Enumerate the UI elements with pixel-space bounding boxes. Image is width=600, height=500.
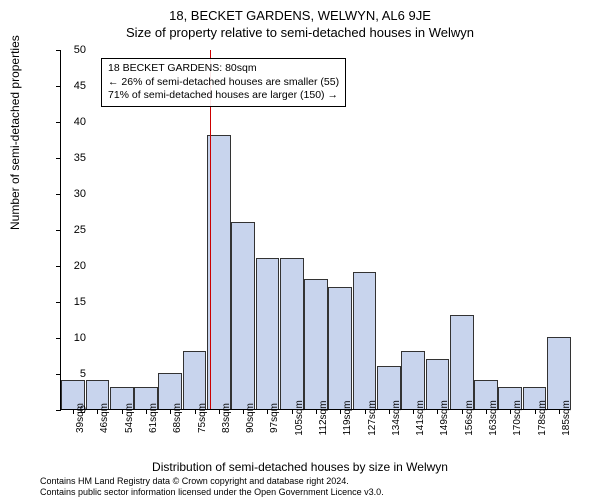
x-tick-label: 170sqm	[512, 400, 523, 436]
histogram-bar	[547, 337, 571, 409]
x-axis-label: Distribution of semi-detached houses by …	[0, 460, 600, 474]
annotation-line1: 18 BECKET GARDENS: 80sqm	[108, 62, 339, 76]
x-tick	[122, 409, 123, 414]
x-tick-label: 90sqm	[245, 403, 256, 433]
x-tick	[292, 409, 293, 414]
chart-container: 18, BECKET GARDENS, WELWYN, AL6 9JE Size…	[0, 0, 600, 500]
x-tick-label: 149sqm	[439, 400, 450, 436]
histogram-bar	[231, 222, 255, 409]
x-tick	[486, 409, 487, 414]
x-tick	[389, 409, 390, 414]
x-tick	[243, 409, 244, 414]
y-axis-label: Number of semi-detached properties	[8, 35, 22, 230]
chart-title-sub: Size of property relative to semi-detach…	[0, 23, 600, 40]
x-tick-label: 46sqm	[99, 403, 110, 433]
annotation-line3: 71% of semi-detached houses are larger (…	[108, 89, 339, 103]
x-tick	[365, 409, 366, 414]
annotation-box: 18 BECKET GARDENS: 80sqm ← 26% of semi-d…	[101, 58, 346, 107]
chart-title-main: 18, BECKET GARDENS, WELWYN, AL6 9JE	[0, 0, 600, 23]
x-tick-label: 134sqm	[391, 400, 402, 436]
histogram-bar	[304, 279, 328, 409]
y-tick-label: 30	[56, 188, 86, 200]
footer-line2: Contains public sector information licen…	[40, 487, 384, 498]
annotation-line2: ← 26% of semi-detached houses are smalle…	[108, 76, 339, 90]
x-tick	[146, 409, 147, 414]
histogram-bar	[280, 258, 304, 409]
x-tick	[535, 409, 536, 414]
y-tick-label: 10	[56, 332, 86, 344]
x-tick-label: 112sqm	[318, 401, 329, 436]
histogram-bar	[450, 315, 474, 409]
x-tick-label: 178sqm	[537, 400, 548, 436]
y-tick-label: 35	[56, 152, 86, 164]
histogram-bar	[256, 258, 280, 409]
x-tick	[462, 409, 463, 414]
x-tick-label: 127sqm	[367, 400, 378, 436]
x-tick	[413, 409, 414, 414]
plot-area: 18 BECKET GARDENS: 80sqm ← 26% of semi-d…	[60, 50, 570, 410]
x-tick-label: 75sqm	[197, 403, 208, 433]
x-tick-label: 54sqm	[124, 403, 135, 433]
x-tick-label: 68sqm	[172, 403, 183, 433]
y-tick-label: 15	[56, 296, 86, 308]
x-tick-label: 97sqm	[269, 403, 280, 433]
x-tick-label: 39sqm	[75, 403, 86, 433]
y-tick-label: 40	[56, 116, 86, 128]
y-tick-label: 5	[56, 368, 86, 380]
x-tick	[219, 409, 220, 414]
footer-attribution: Contains HM Land Registry data © Crown c…	[40, 476, 384, 498]
x-tick-label: 105sqm	[294, 400, 305, 436]
x-tick-label: 61sqm	[148, 403, 159, 433]
histogram-bar	[328, 287, 352, 409]
x-tick-label: 163sqm	[488, 400, 499, 436]
x-tick-label: 119sqm	[342, 401, 353, 436]
x-tick-label: 185sqm	[561, 400, 572, 436]
x-tick-label: 156sqm	[464, 400, 475, 436]
x-tick	[195, 409, 196, 414]
x-tick	[559, 409, 560, 414]
x-tick	[316, 409, 317, 414]
y-tick-label: 25	[56, 224, 86, 236]
x-tick-label: 141sqm	[415, 400, 426, 436]
histogram-bar	[353, 272, 377, 409]
y-tick-label: 50	[56, 44, 86, 56]
y-tick-label: 45	[56, 80, 86, 92]
y-tick-label: 20	[56, 260, 86, 272]
histogram-bar	[183, 351, 207, 409]
footer-line1: Contains HM Land Registry data © Crown c…	[40, 476, 384, 487]
x-tick-label: 83sqm	[221, 403, 232, 433]
